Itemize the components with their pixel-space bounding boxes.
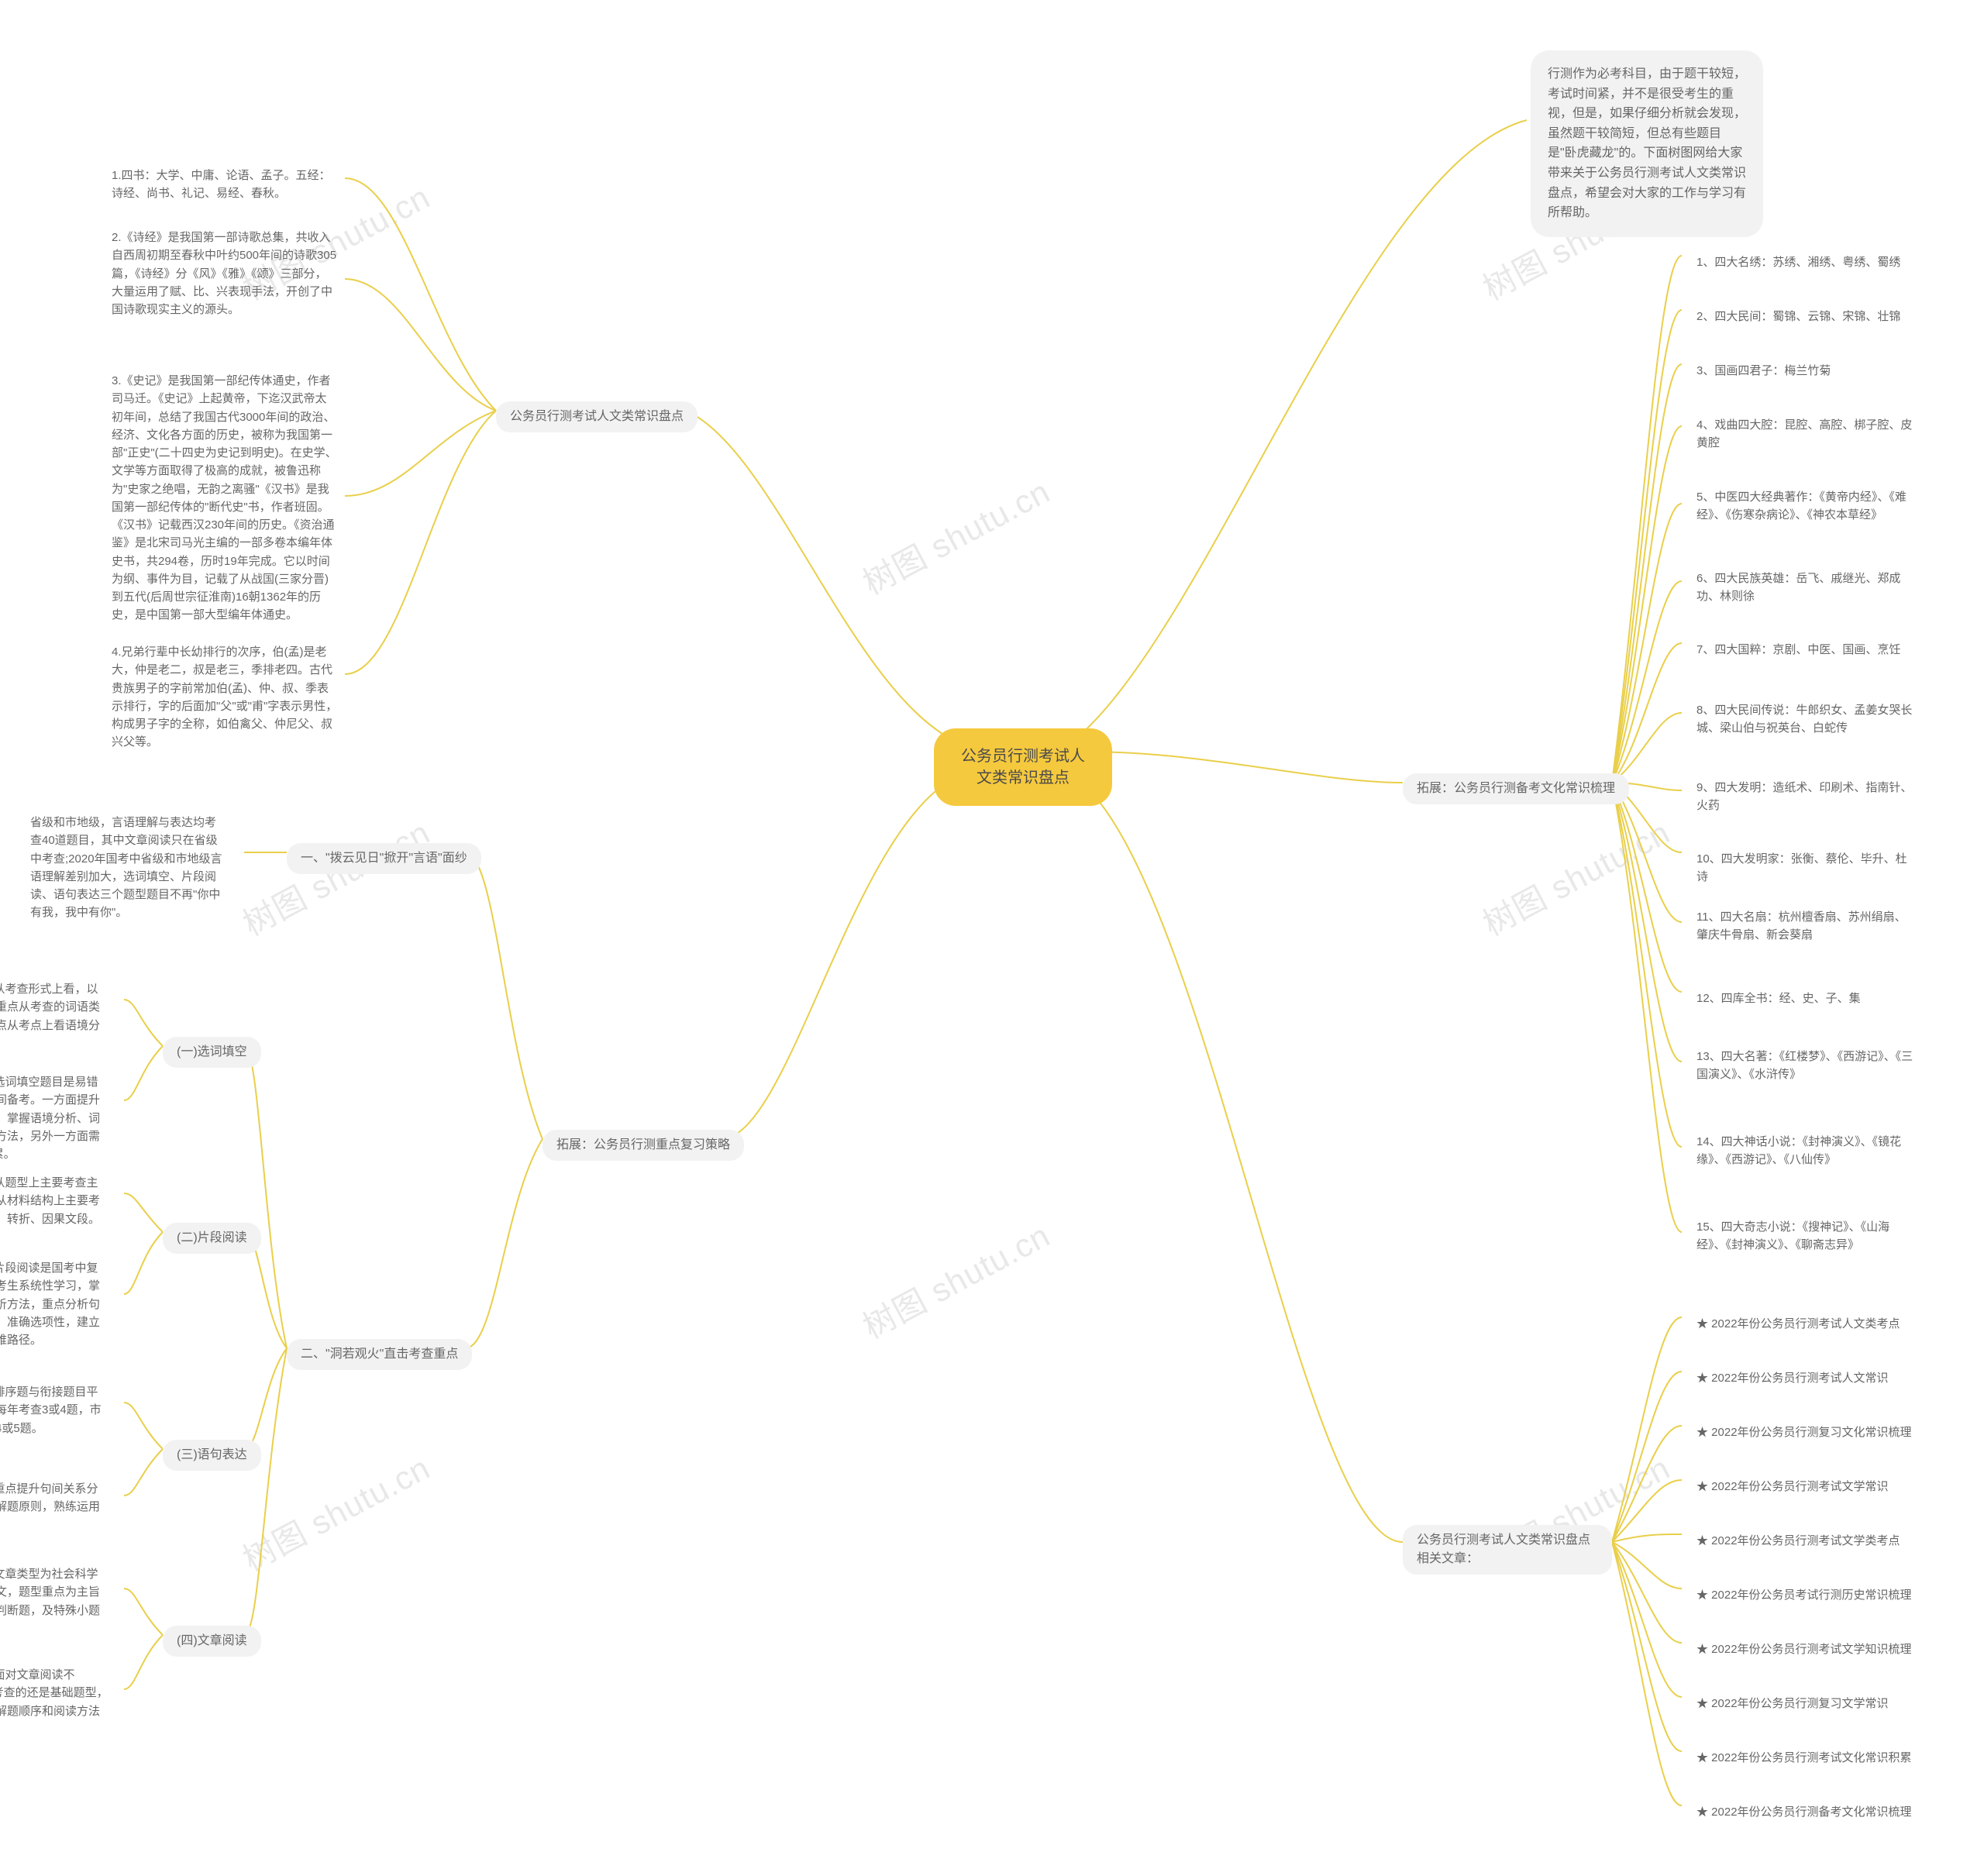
left2-group-1: (一)选词填空 <box>163 1037 261 1068</box>
left2-g3-i1: 1.考查重点：排序题与衔接题目平分秋色。省级每年考查3或4题，市地级每年考查4或… <box>0 1375 120 1445</box>
watermark: 树图 shutu.cn <box>853 1210 1057 1348</box>
culture-item-14: 14、四大神话小说：《封神演义》、《镜花缘》、《西游记》、《八仙传》 <box>1686 1125 1926 1177</box>
left1-item-1: 1.四书：大学、中庸、论语、孟子。五经：诗经、尚书、礼记、易经、春秋。 <box>101 159 349 211</box>
culture-item-8: 8、四大民间传说：牛郎织女、孟姜女哭长城、梁山伯与祝英台、白蛇传 <box>1686 694 1926 745</box>
related-item-6: ★ 2022年份公务员考试行测历史常识梳理 <box>1686 1578 1923 1612</box>
left2-g4-i1: 1.考查重点：文章类型为社会科学文和科普说明文，题型重点为主旨观点题，细节判断题… <box>0 1558 120 1645</box>
watermark: 树图 shutu.cn <box>233 1442 437 1580</box>
intro-node: 行测作为必考科目，由于题干较短，考试时间紧，并不是很受考生的重视，但是，如果仔细… <box>1531 50 1763 237</box>
related-item-3: ★ 2022年份公务员行测复习文化常识梳理 <box>1686 1416 1923 1449</box>
related-item-8: ★ 2022年份公务员行测复习文学常识 <box>1686 1687 1900 1720</box>
left2-g2-i1: 1.考查重点：从题型上主要考查主旨观点题目，从材料结构上主要考查总分、分总、转折… <box>0 1166 120 1236</box>
culture-item-13: 13、四大名著：《红楼梦》、《西游记》、《三国演义》、《水浒传》 <box>1686 1040 1926 1092</box>
left2-group-3: (三)语句表达 <box>163 1440 261 1471</box>
related-item-2: ★ 2022年份公务员行测考试人文常识 <box>1686 1361 1900 1395</box>
related-item-10: ★ 2022年份公务员行测备考文化常识梳理 <box>1686 1795 1923 1829</box>
branch-left-2: 拓展：公务员行测重点复习策略 <box>542 1130 744 1161</box>
watermark: 树图 shutu.cn <box>233 807 437 945</box>
culture-item-12: 12、四库全书：经、史、子、集 <box>1686 982 1872 1015</box>
related-item-5: ★ 2022年份公务员行测考试文学类考点 <box>1686 1524 1911 1558</box>
left1-item-4: 4.兄弟行辈中长幼排行的次序，伯(孟)是老大，仲是老二，叔是老三，季排老四。古代… <box>101 635 349 759</box>
related-item-4: ★ 2022年份公务员行测考试文学常识 <box>1686 1470 1900 1503</box>
culture-item-7: 7、四大国粹：京剧、中医、国画、烹饪 <box>1686 633 1911 666</box>
culture-item-15: 15、四大奇志小说：《搜神记》、《山海经》、《封神演义》、《聊斋志异》 <box>1686 1210 1926 1262</box>
culture-item-2: 2、四大民间：蜀锦、云锦、宋锦、壮锦 <box>1686 300 1911 333</box>
culture-item-4: 4、戏曲四大腔：昆腔、高腔、梆子腔、皮黄腔 <box>1686 408 1926 460</box>
watermark: 树图 shutu.cn <box>1473 807 1677 945</box>
mindmap-canvas: 树图 shutu.cn 树图 shutu.cn 树图 shutu.cn 树图 s… <box>0 0 1984 1876</box>
left2-g2-i2: 2.备考策略：片段阅读是国考中复习重点，要求考生系统性学习，掌握行文脉络分析方法… <box>0 1251 120 1357</box>
related-item-7: ★ 2022年份公务员行测考试文学知识梳理 <box>1686 1633 1923 1666</box>
watermark: 树图 shutu.cn <box>853 466 1057 604</box>
left1-item-2: 2.《诗经》是我国第一部诗歌总集，共收入自西周初期至春秋中叶约500年间的诗歌3… <box>101 221 349 326</box>
culture-item-5: 5、中医四大经典著作：《黄帝内经》、《难经》、《伤寒杂病论》、《神农本草经》 <box>1686 480 1926 532</box>
culture-item-6: 6、四大民族英雄：岳飞、戚继光、郑成功、林则徐 <box>1686 562 1926 614</box>
culture-item-1: 1、四大名绣：苏绣、湘绣、粤绣、蜀绣 <box>1686 246 1911 279</box>
branch-right-culture: 拓展：公务员行测备考文化常识梳理 <box>1403 773 1629 804</box>
left2-g1-i2: 2.备考策略：选词填空题目是易错题型，需长时间备考。一方面提升文字理解能力，掌握… <box>0 1065 120 1171</box>
left2-group-2: (二)片段阅读 <box>163 1223 261 1254</box>
root-node: 公务员行测考试人文类常识盘点 <box>934 728 1112 806</box>
left2-sub1: 一、"拨云见日"掀开"言语"面纱 <box>287 843 481 874</box>
left1-item-3: 3.《史记》是我国第一部纪传体通史，作者司马迁。《史记》上起黄帝，下迄汉武帝太初… <box>101 364 349 632</box>
culture-item-3: 3、国画四君子：梅兰竹菊 <box>1686 354 1841 387</box>
left2-g4-i2: 2.备考策略：面对文章阅读不要"慌"，核心考查的还是基础题型，备考中重点从解题顺… <box>0 1658 120 1746</box>
left2-g3-i2: 2.备考策略：重点提升句间关系分析能力，掌握解题原则，熟练运用解题技巧解题。 <box>0 1472 120 1542</box>
left2-sub2: 二、"洞若观火"直击考查重点 <box>287 1339 472 1370</box>
left2-g1-i1: 1.考查重点：从考查形式上看，以两空、三空为重点从考查的词语类型看成语是重点从考… <box>0 972 120 1060</box>
branch-right-related: 公务员行测考试人文类常识盘点相关文章： <box>1403 1525 1612 1575</box>
culture-item-9: 9、四大发明：造纸术、印刷术、指南针、火药 <box>1686 771 1926 823</box>
related-item-1: ★ 2022年份公务员行测考试人文类考点 <box>1686 1307 1911 1341</box>
culture-item-11: 11、四大名扇：杭州檀香扇、苏州绢扇、肇庆牛骨扇、新会葵扇 <box>1686 900 1926 952</box>
branch-left-1: 公务员行测考试人文类常识盘点 <box>496 401 698 432</box>
left2-group-4: (四)文章阅读 <box>163 1626 261 1657</box>
culture-item-10: 10、四大发明家：张衡、蔡伦、毕升、杜诗 <box>1686 842 1926 894</box>
left2-sub1-leaf: 省级和市地级，言语理解与表达均考查40道题目，其中文章阅读只在省级中考查;202… <box>19 806 236 930</box>
related-item-9: ★ 2022年份公务员行测考试文化常识积累 <box>1686 1741 1923 1774</box>
